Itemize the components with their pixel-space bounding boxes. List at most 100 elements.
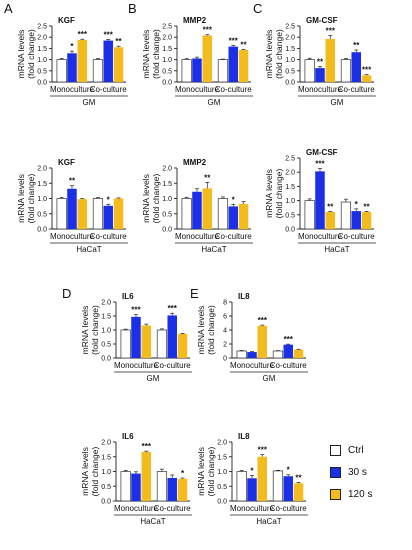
panel-6-ytick-label: 0.5	[285, 212, 295, 219]
panel-5-ytick-label: 1.5	[162, 181, 172, 188]
panel-2-category-label: Co-culture	[215, 85, 252, 94]
panel-4-ylabel: (fold change)	[26, 174, 36, 224]
panel-8-ytick-label: 6	[223, 314, 227, 321]
panel-1-title: KGF	[58, 16, 75, 25]
panel-4-bar	[113, 198, 124, 229]
panel-4-category-label: Co-culture	[90, 232, 127, 241]
panel-7-category-label: Monoculture	[114, 361, 159, 370]
panel-9-ytick-label: 0.5	[101, 484, 111, 491]
panel-7-bar	[167, 315, 177, 358]
panel-8-category-label: Monoculture	[230, 361, 275, 370]
panel-9-ylabel: (fold change)	[90, 447, 100, 497]
panel-3-sig: ***	[362, 66, 372, 75]
panel-10-title: IL8	[238, 432, 250, 441]
panel-8-ylabel: mRNA levels	[196, 306, 206, 355]
panel-10-ytick-label: 1.0	[217, 469, 227, 476]
panel-9-ytick-label: 1.5	[101, 454, 111, 461]
panel-6-group-label: HaCaT	[324, 245, 349, 254]
panel-5-bar	[181, 198, 192, 230]
panel-3-category-label: Co-culture	[338, 85, 375, 94]
panel-10-sig: ***	[258, 446, 268, 455]
panel-2-ytick-label: 0.5	[162, 68, 172, 75]
panel-5-bar	[217, 198, 229, 230]
panel-9-category-label: Monoculture	[114, 504, 159, 513]
panel-5-ytick-label: 1.0	[162, 196, 172, 203]
legend-item-30s: 30 s	[330, 465, 410, 480]
panel-1-bar	[92, 59, 104, 83]
legend-item-120s: 120 s	[330, 487, 410, 502]
panel-6-bar	[340, 201, 352, 230]
panel-6-bar	[325, 211, 336, 229]
panel-3-sig: **	[353, 41, 360, 50]
panel-6-category-label: Monoculture	[298, 232, 343, 241]
panel-10-ylabel: mRNA levels	[196, 447, 206, 496]
panel-4-ylabel: mRNA levels	[16, 174, 26, 223]
panel-1-bar	[56, 59, 67, 83]
panel-6-bar	[361, 211, 372, 229]
panel-5-bar	[202, 188, 213, 229]
panel-2-bar	[192, 58, 202, 82]
panel-2-ytick-label: 0.0	[162, 80, 172, 87]
panel-4-sig: *	[107, 195, 111, 204]
panel-2-category-label: Monoculture	[175, 85, 220, 94]
panel-3-ytick-label: 2.0	[285, 35, 295, 42]
panel-5-bar	[228, 206, 238, 229]
panel-6-ylabel: mRNA levels	[264, 169, 274, 218]
panel-1-bar	[77, 39, 88, 82]
panel-3-bar	[315, 68, 325, 82]
panel-9-bar	[141, 452, 152, 501]
panel-5-ytick-label: 0.0	[162, 227, 172, 234]
panel-10-sig: *	[250, 466, 254, 475]
panel-8-group-label: GM	[263, 374, 276, 383]
panel-8-ytick-label: 8	[223, 300, 227, 307]
panel-3-bar	[351, 52, 361, 82]
panel-5-category-label: Co-culture	[215, 232, 252, 241]
panel-8-bar	[247, 352, 257, 358]
panel-9-bar	[120, 471, 131, 502]
legend-swatch-120s	[330, 489, 341, 500]
panel-1-bar	[103, 40, 113, 82]
panel-7-bar	[177, 333, 188, 358]
panel-10-ytick-label: 1.5	[217, 454, 227, 461]
panel-2-title: MMP2	[183, 16, 207, 25]
panel-3-ylabel: (fold change)	[274, 29, 284, 79]
panel-6-category-label: Co-culture	[338, 232, 375, 241]
panel-2-bar	[217, 59, 229, 83]
panel-5-category-label: Monoculture	[175, 232, 220, 241]
panel-6-bar	[351, 211, 361, 229]
panel-7-bar	[131, 316, 141, 358]
panel-7-ytick-label: 2.0	[101, 300, 111, 307]
panel-6-sig: *	[355, 200, 359, 209]
panel-8-bar	[272, 350, 284, 359]
panel-2-bar	[238, 49, 249, 82]
panel-1-ytick-label: 0.5	[37, 68, 47, 75]
panel-1-ytick-label: 2.0	[37, 35, 47, 42]
panel-8-ylabel: (fold change)	[206, 305, 216, 355]
legend-label-120s: 120 s	[348, 489, 373, 500]
panel-8-sig: ***	[284, 335, 294, 344]
panel-8-sig: ***	[258, 316, 268, 325]
panel-10-sig: **	[295, 473, 302, 482]
panel-10-ytick-label: 2.0	[217, 440, 227, 447]
panel-7-ytick-label: 1.5	[101, 314, 111, 321]
panel-2-ytick-label: 1.0	[162, 57, 172, 64]
panel-2-bar	[181, 59, 192, 83]
panel-1-letter: A	[4, 1, 13, 16]
legend-label-30s: 30 s	[348, 467, 367, 478]
panel-9-group-label: HaCaT	[140, 517, 165, 526]
panel-7-sig: ***	[168, 304, 178, 313]
panel-7-bar	[141, 325, 152, 358]
panel-5-ylabel: (fold change)	[151, 174, 161, 224]
panel-5-title: MMP2	[183, 158, 207, 167]
panel-2-ytick-label: 1.5	[162, 46, 172, 53]
panel-10-group-label: HaCaT	[256, 517, 281, 526]
panel-9-ytick-label: 1.0	[101, 469, 111, 476]
panel-3-bar	[340, 59, 352, 83]
panel-1-ylabel: (fold change)	[26, 29, 36, 79]
panel-10-category-label: Co-culture	[270, 504, 307, 513]
panel-5-ytick-label: 0.5	[162, 211, 172, 218]
panel-6-sig: **	[363, 202, 370, 211]
panel-7-sig: ***	[131, 306, 141, 315]
panel-5-group-label: HaCaT	[201, 245, 226, 254]
